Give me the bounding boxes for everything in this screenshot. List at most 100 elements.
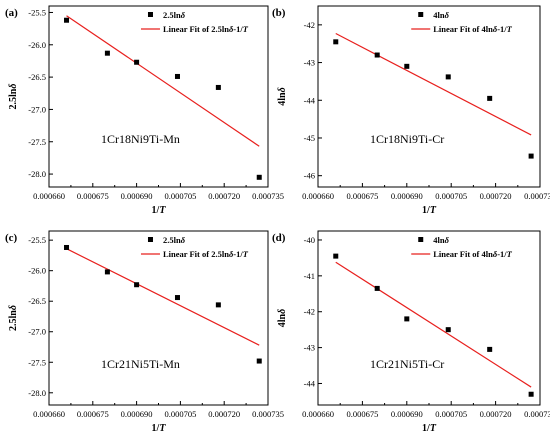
data-point	[528, 391, 534, 397]
x-tick-label: 0.000720	[208, 191, 240, 201]
alloy-label: 1Cr18Ni9Ti-Mn	[101, 132, 180, 146]
y-tick-label: -45	[304, 133, 315, 143]
data-point	[104, 269, 110, 275]
data-point	[487, 346, 493, 352]
chart-panel-2: 0.000660 0.000675 0.000690 0.000705 0.000720…	[272, 5, 550, 216]
legend-label: Linear Fit of 2.5lnδ-1/T	[163, 24, 249, 34]
chart-panel-1: 0.000660 0.000675 0.000690 0.000705 0.000720…	[5, 5, 284, 216]
data-point	[487, 95, 493, 101]
data-point	[134, 282, 140, 288]
x-tick-label: 0.000705	[164, 409, 196, 419]
data-point	[333, 39, 339, 45]
y-tick-label: -43	[304, 58, 315, 68]
x-axis-label: 1/T	[422, 205, 437, 216]
x-tick-label: 0.000720	[208, 409, 240, 419]
x-tick-label: 0.000690	[391, 409, 423, 419]
data-point	[174, 73, 180, 79]
x-axis-label: 1/T	[422, 423, 437, 432]
legend-label: 4lnδ	[433, 10, 449, 20]
x-tick-label: 0.000705	[435, 191, 467, 201]
panel-label: (a)	[5, 7, 18, 19]
y-axis-label: 4lnδ	[277, 87, 288, 105]
y-tick-label: -25.5	[28, 7, 46, 17]
x-tick-label: 0.000735	[524, 191, 550, 201]
y-tick-label: -28.0	[28, 388, 46, 398]
legend-marker	[147, 237, 153, 242]
y-axis-label: 2.5lnδ	[8, 305, 19, 331]
y-axis-label: 2.5lnδ	[8, 84, 19, 110]
legend-marker	[418, 12, 424, 17]
panel-label: (d)	[272, 232, 286, 244]
x-tick-label: 0.000660	[33, 409, 65, 419]
y-tick-label: -28.0	[28, 169, 46, 179]
x-tick-label: 0.000735	[524, 409, 550, 419]
x-tick-label: 0.000675	[77, 191, 109, 201]
data-point	[404, 316, 410, 322]
legend-label: 2.5lnδ	[163, 235, 186, 245]
x-tick-label: 0.000660	[302, 191, 334, 201]
x-tick-label: 0.000690	[121, 409, 153, 419]
fit-line	[66, 248, 260, 346]
x-tick-label: 0.000690	[121, 191, 153, 201]
y-tick-label: -44	[304, 378, 316, 388]
data-point	[134, 59, 140, 65]
data-point	[64, 17, 70, 23]
y-tick-label: -26.5	[28, 296, 46, 306]
legend-label: Linear Fit of 4lnδ-1/T	[433, 249, 512, 259]
x-tick-label: 0.000675	[346, 409, 378, 419]
alloy-label: 1Cr21Ni5Ti-Cr	[370, 357, 444, 371]
data-point	[104, 50, 110, 56]
data-point	[333, 253, 339, 259]
x-tick-label: 0.000675	[346, 191, 378, 201]
y-tick-label: -44	[304, 95, 316, 105]
data-point	[174, 295, 180, 301]
y-tick-label: -43	[304, 343, 315, 353]
y-axis-label: 4lnδ	[277, 309, 288, 327]
fit-line	[66, 15, 260, 147]
y-tick-label: -41	[304, 271, 315, 281]
data-point	[215, 84, 221, 90]
data-point	[445, 74, 451, 80]
y-tick-label: -26.0	[28, 40, 46, 50]
data-point	[374, 285, 380, 291]
legend-label: 4lnδ	[433, 235, 449, 245]
x-tick-label: 0.000735	[252, 409, 284, 419]
data-point	[215, 302, 221, 308]
y-tick-label: -42	[304, 307, 315, 317]
y-tick-label: -40	[304, 235, 315, 245]
data-point	[64, 244, 70, 250]
x-tick-label: 0.000690	[391, 191, 423, 201]
legend-label: Linear Fit of 2.5lnδ-1/T	[163, 249, 249, 259]
y-tick-label: -27.0	[28, 327, 46, 337]
x-axis-label: 1/T	[152, 205, 167, 216]
alloy-label: 1Cr21Ni5Ti-Mn	[101, 357, 180, 371]
y-tick-label: -46	[304, 171, 315, 181]
x-tick-label: 0.000720	[480, 409, 512, 419]
data-point	[256, 358, 262, 364]
chart-panel-4: 0.000660 0.000675 0.000690 0.000705 0.000720…	[272, 230, 550, 432]
data-point	[256, 174, 262, 180]
x-tick-label: 0.000705	[164, 191, 196, 201]
data-point	[445, 327, 451, 333]
panel-label: (c)	[5, 232, 18, 244]
fit-line	[335, 32, 532, 136]
x-tick-label: 0.000660	[33, 191, 65, 201]
y-tick-label: -27.0	[28, 104, 46, 114]
y-tick-label: -27.5	[28, 137, 46, 147]
chart-panel-3: 0.000660 0.000675 0.000690 0.000705 0.000720…	[5, 230, 284, 432]
x-tick-label: 0.000675	[77, 409, 109, 419]
legend-label: 2.5lnδ	[163, 10, 186, 20]
fit-line	[335, 261, 532, 388]
data-point	[528, 153, 534, 159]
alloy-label: 1Cr18Ni9Ti-Cr	[370, 132, 444, 146]
data-point	[404, 63, 410, 69]
legend-marker	[418, 237, 424, 242]
data-point	[374, 52, 380, 58]
panel-label: (b)	[272, 7, 286, 19]
x-tick-label: 0.000735	[252, 191, 284, 201]
y-tick-label: -42	[304, 20, 315, 30]
y-tick-label: -26.0	[28, 266, 46, 276]
legend-marker	[147, 12, 153, 17]
legend-label: Linear Fit of 4lnδ-1/T	[433, 24, 512, 34]
